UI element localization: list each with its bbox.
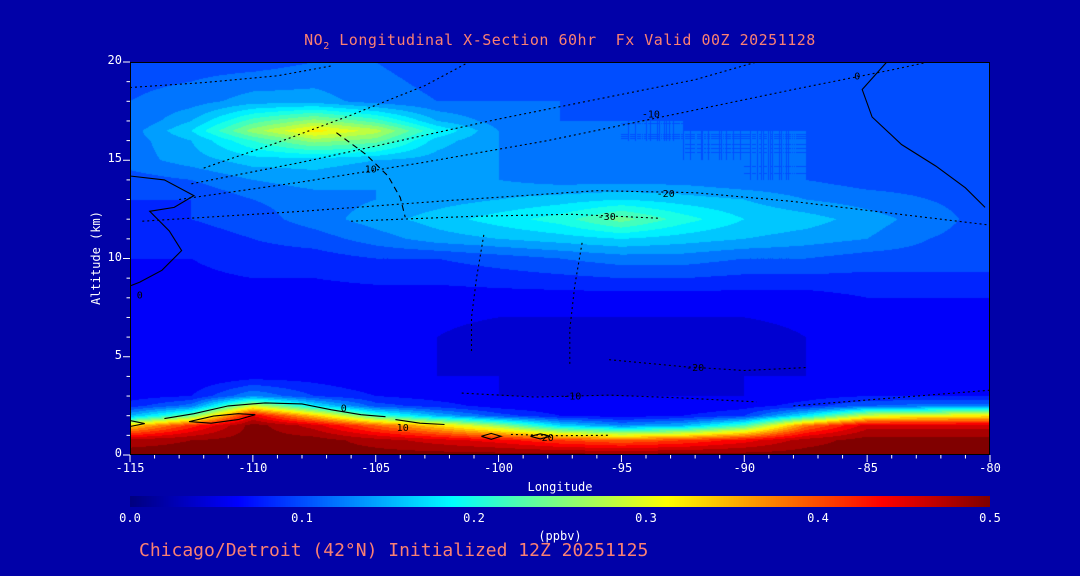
chart-title-subscript: 2 — [323, 41, 330, 52]
x-tick-label: -110 — [238, 461, 268, 475]
heatmap-canvas — [130, 62, 990, 455]
colorbar — [130, 496, 990, 507]
x-tick-label: -85 — [856, 461, 878, 475]
x-tick-label: -80 — [979, 461, 1001, 475]
footer-caption: Chicago/Detroit (42°N) Initialized 12Z 2… — [139, 540, 649, 561]
colorbar-tick-label: 0.3 — [635, 511, 657, 525]
x-axis-label: Longitude — [527, 480, 593, 494]
colorbar-tick-label: 0.1 — [291, 511, 313, 525]
x-tick-label: -115 — [115, 461, 145, 475]
colorbar-tick-label: 0.4 — [807, 511, 829, 525]
x-tick-label: -90 — [733, 461, 756, 475]
colorbar-units-label: (ppbv) — [538, 529, 582, 543]
chart-title: NO2 Longitudinal X-Section 60hr Fx Valid… — [130, 31, 990, 52]
y-tick-label: 20 — [107, 53, 122, 67]
chart-title-rest: Longitudinal X-Section 60hr Fx Valid 00Z… — [329, 31, 816, 49]
colorbar-tick-label: 0.2 — [463, 511, 485, 525]
colorbar-tick-label: 0.0 — [119, 511, 141, 525]
x-tick-label: -105 — [361, 461, 391, 475]
y-tick-label: 5 — [114, 347, 122, 362]
x-tick-label: -100 — [484, 461, 514, 475]
chart-title-prefix: NO — [304, 31, 324, 49]
y-tick-label: 0 — [114, 446, 122, 460]
x-tick-label: -95 — [610, 461, 633, 475]
y-tick-label: 10 — [107, 249, 122, 264]
colorbar-tick-label: 0.5 — [979, 511, 1001, 525]
y-tick-label: 15 — [107, 151, 122, 166]
